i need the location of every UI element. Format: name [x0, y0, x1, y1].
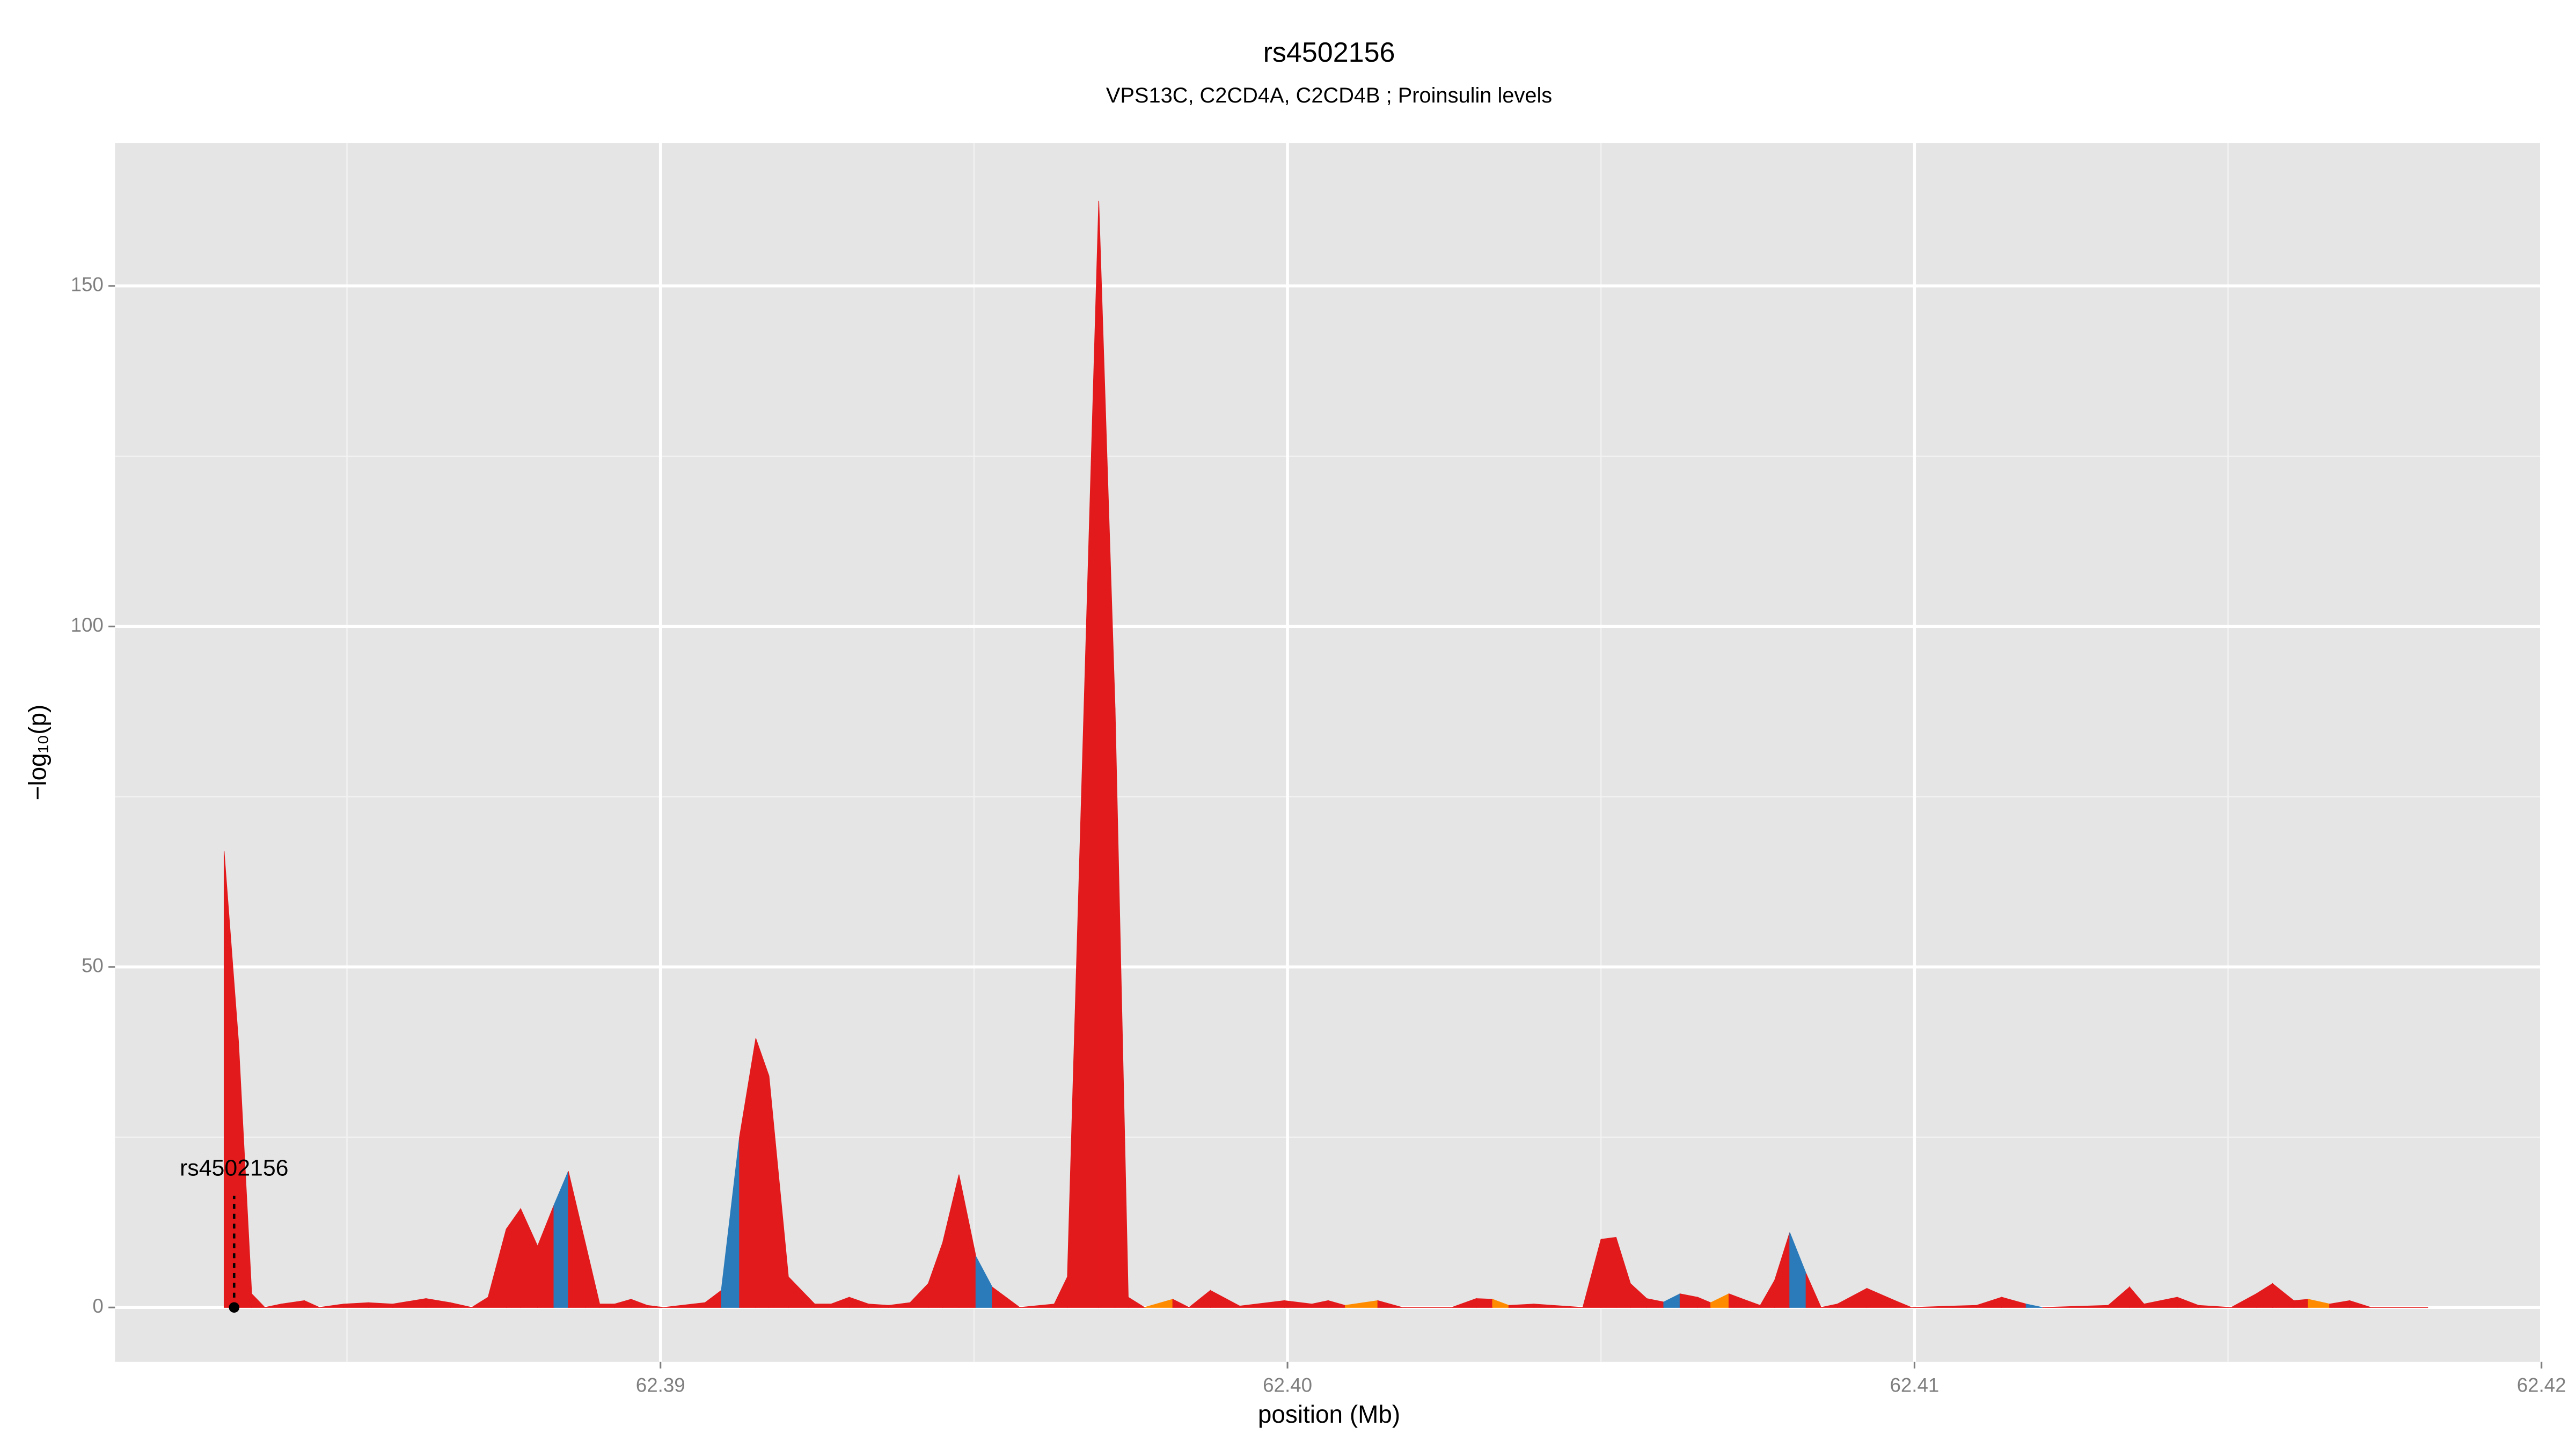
chart-title: rs4502156 [1263, 37, 1395, 68]
plot-background [115, 143, 2542, 1362]
area-segment [2025, 1304, 2043, 1308]
y-tick-label: 0 [92, 1295, 103, 1317]
area-segment [1533, 1304, 1583, 1308]
x-tick-label: 62.41 [1890, 1374, 1939, 1396]
x-tick-label: 62.40 [1263, 1374, 1312, 1396]
area-segment [1172, 1299, 1189, 1308]
chart-subtitle: VPS13C, C2CD4A, C2CD4B ; Proinsulin leve… [1106, 84, 1552, 107]
x-axis-label: position (Mb) [1258, 1400, 1400, 1428]
area-segment [647, 1305, 664, 1308]
y-axis-label: −log₁₀(p) [24, 705, 52, 801]
area-segment [599, 1304, 616, 1308]
y-tick-label: 150 [71, 274, 104, 296]
area-segment [1951, 1305, 1977, 1308]
annotation-point [229, 1302, 240, 1313]
area-segment [814, 1304, 832, 1308]
area-segment [2293, 1299, 2309, 1308]
area-segment [1894, 1300, 1912, 1308]
area-segment [450, 1302, 472, 1308]
y-tick-label: 50 [82, 954, 104, 976]
area-segment [304, 1300, 320, 1308]
area-segment [1600, 1236, 1616, 1308]
x-tick-label: 62.42 [2517, 1374, 2566, 1396]
area-segment [1805, 1273, 1822, 1308]
area-segment [251, 1293, 266, 1308]
area-segment [992, 1286, 1021, 1308]
area-segment [1476, 1298, 1493, 1308]
area-segment [2198, 1305, 2231, 1308]
area-segment [1128, 1297, 1146, 1308]
area-segment [2349, 1300, 2372, 1308]
area-segment [755, 1038, 770, 1308]
x-tick-label: 62.39 [636, 1374, 685, 1396]
annotation-label: rs4502156 [180, 1155, 288, 1181]
area [223, 201, 2428, 1308]
y-tick-label: 100 [71, 614, 104, 636]
area-segment [1377, 1300, 1403, 1308]
